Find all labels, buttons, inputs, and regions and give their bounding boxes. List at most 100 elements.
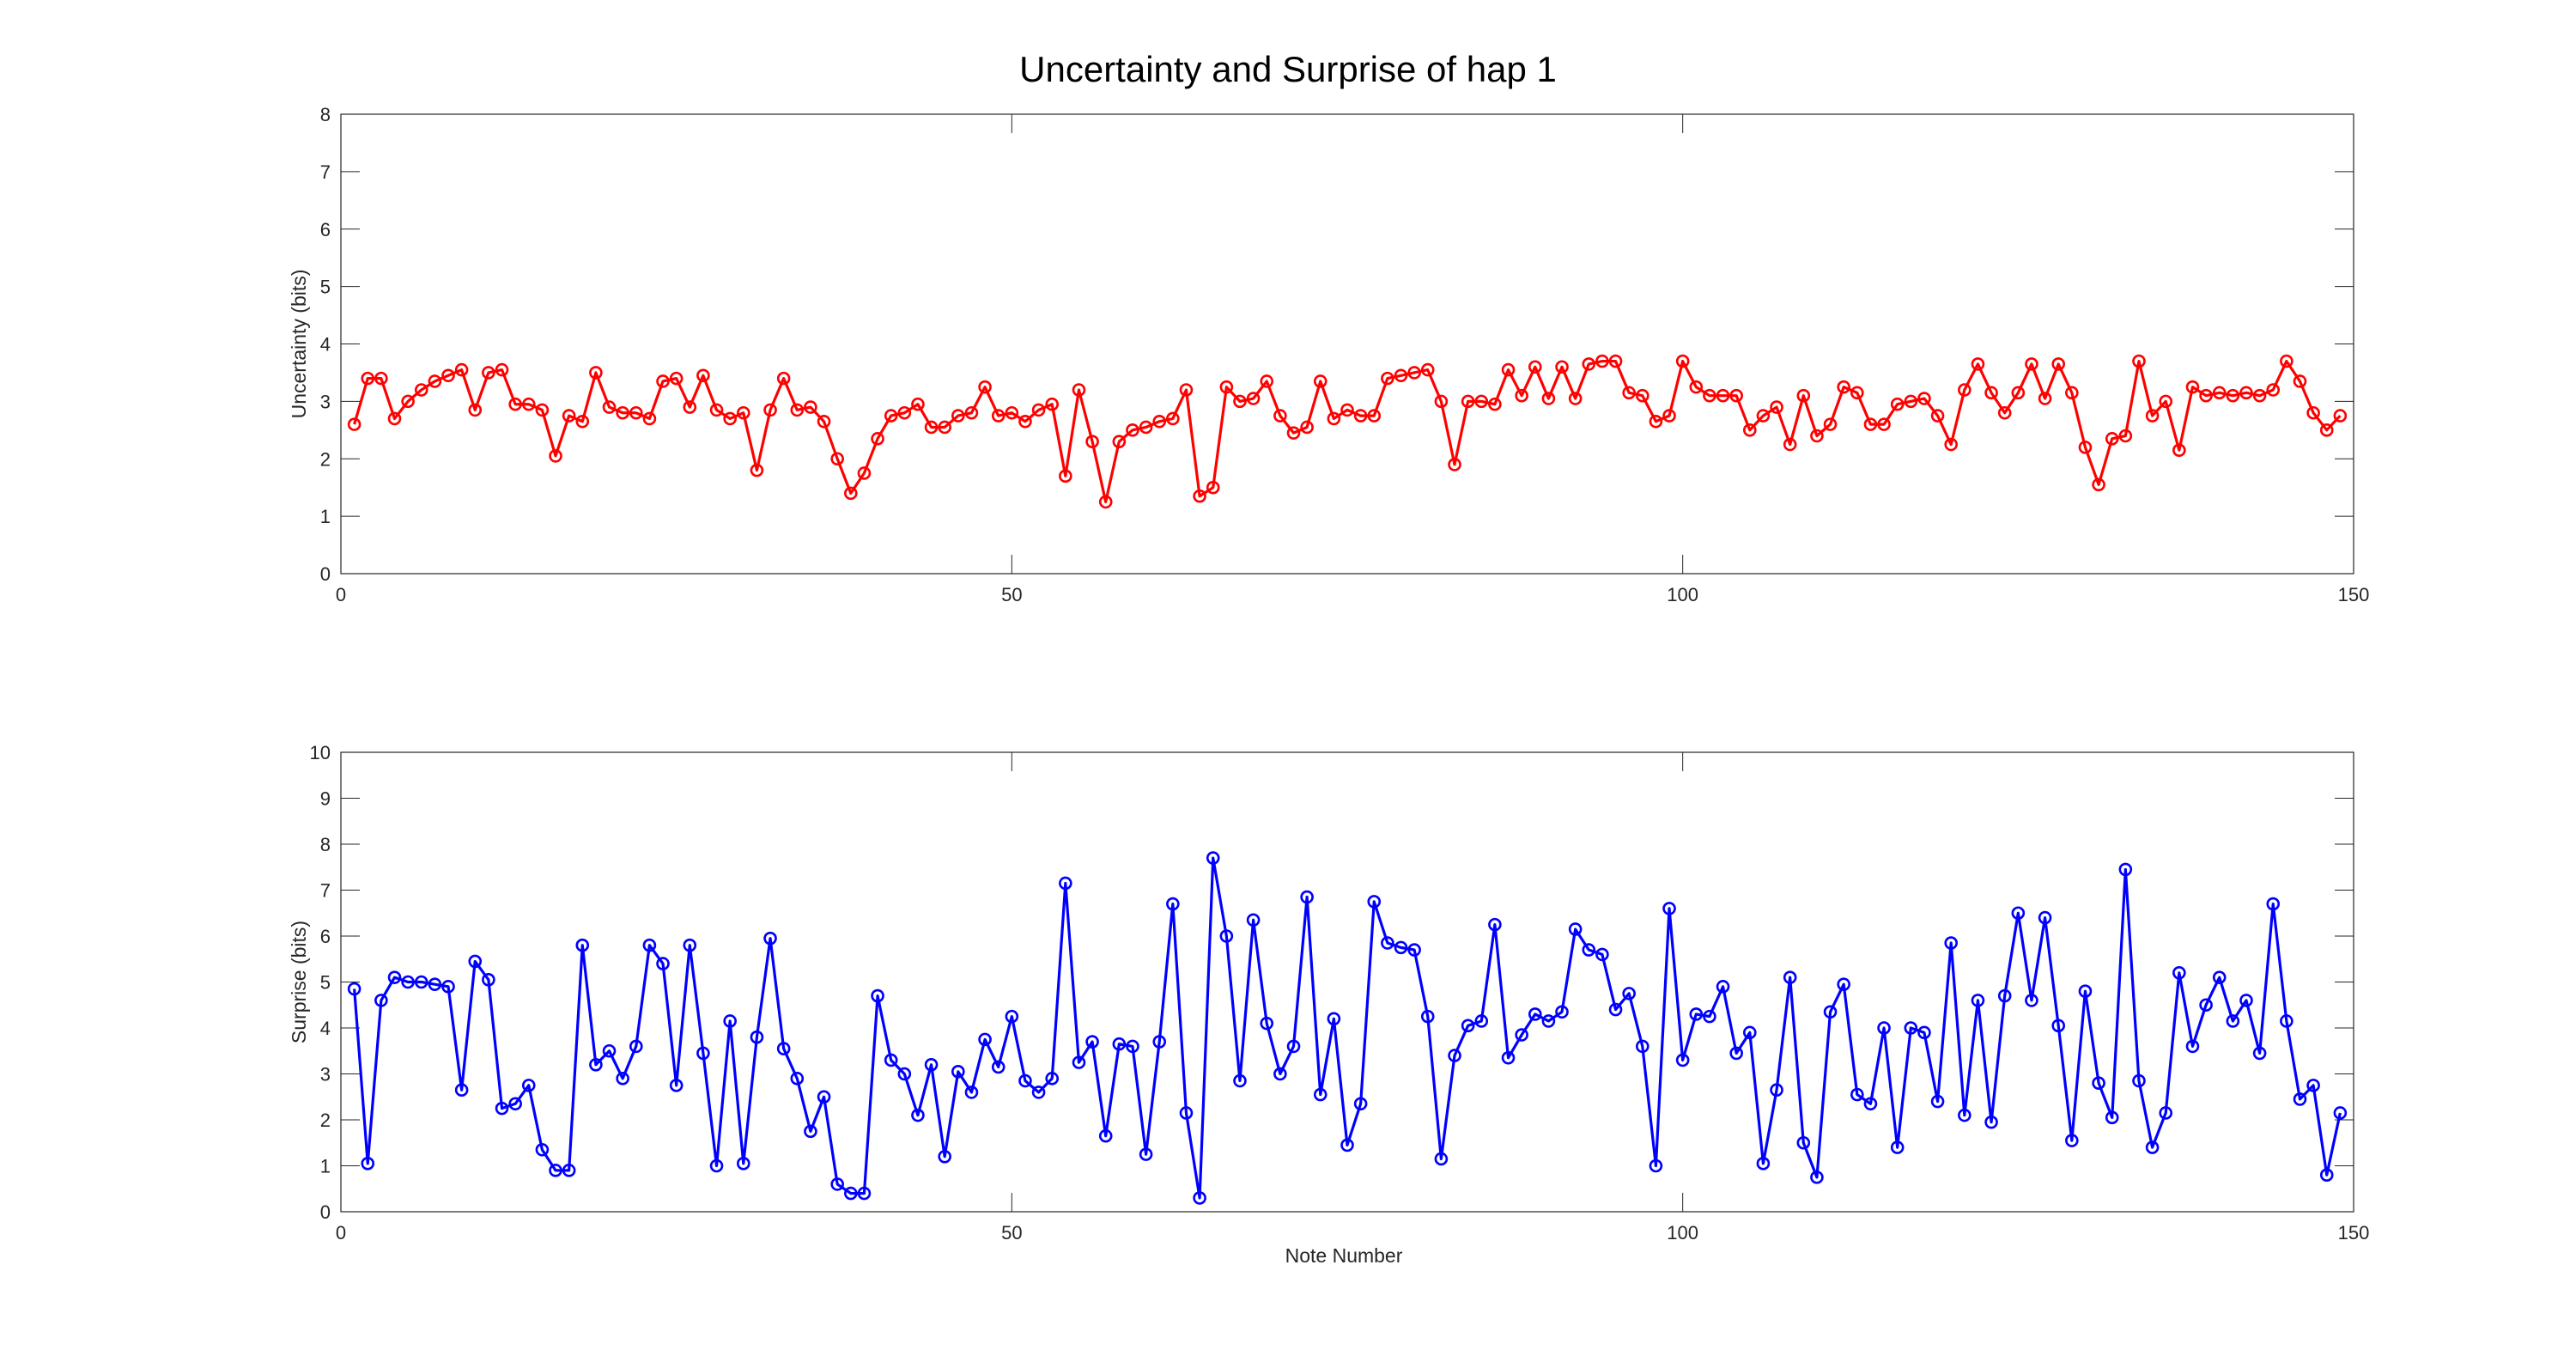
data-point xyxy=(2038,392,2052,405)
data-point xyxy=(1488,397,1502,411)
y-tick-label: 4 xyxy=(320,334,331,356)
data-point xyxy=(991,1060,1005,1074)
data-point xyxy=(1286,426,1301,440)
data-point xyxy=(2333,409,2348,423)
data-point xyxy=(1568,922,1583,936)
data-point xyxy=(776,1042,791,1055)
data-point xyxy=(616,405,629,420)
data-point xyxy=(1367,895,1382,909)
data-point xyxy=(1260,1016,1274,1031)
data-point xyxy=(1810,429,1824,443)
y-tick-label: 0 xyxy=(320,1201,331,1223)
data-point xyxy=(1219,929,1234,943)
data-point xyxy=(991,409,1005,423)
data-point xyxy=(1072,383,1086,397)
data-point xyxy=(2306,405,2320,420)
data-point xyxy=(723,411,737,426)
data-point xyxy=(1528,360,1542,374)
data-point xyxy=(1743,423,1757,437)
data-point xyxy=(1515,1028,1528,1042)
data-point xyxy=(2185,380,2200,394)
data-point xyxy=(374,994,388,1007)
x-tick-label: 50 xyxy=(1001,584,1022,605)
data-point xyxy=(642,938,657,952)
series-line xyxy=(353,359,2342,504)
y-tick-label: 10 xyxy=(310,742,331,763)
data-point xyxy=(1528,1007,1542,1021)
data-point xyxy=(1904,394,1918,409)
data-point xyxy=(1541,392,1556,405)
y-tick-label: 5 xyxy=(320,277,331,298)
data-point xyxy=(1662,409,1676,423)
data-point xyxy=(508,1097,522,1111)
data-point xyxy=(1474,1014,1489,1028)
data-point xyxy=(1675,354,1690,368)
data-point xyxy=(1756,1157,1771,1171)
data-point xyxy=(776,371,791,386)
data-point xyxy=(2025,994,2038,1007)
data-point xyxy=(2199,388,2213,403)
data-point xyxy=(1353,409,1368,423)
data-point xyxy=(1608,1002,1623,1017)
data-point xyxy=(924,420,939,435)
data-point xyxy=(1863,1097,1878,1111)
data-point xyxy=(1300,890,1314,904)
data-point xyxy=(2266,897,2281,911)
data-point xyxy=(468,954,483,969)
y-tick-label: 1 xyxy=(320,1156,331,1177)
data-point xyxy=(1045,397,1060,411)
data-point xyxy=(669,371,683,386)
data-point xyxy=(1743,1025,1757,1040)
data-point xyxy=(1823,417,1838,431)
data-point xyxy=(1461,394,1475,409)
plot-area-frame xyxy=(340,113,2354,575)
data-point xyxy=(1434,394,1449,409)
data-point xyxy=(1783,970,1797,984)
data-point xyxy=(1448,458,1461,471)
data-point xyxy=(1890,397,1905,411)
data-point xyxy=(414,383,428,397)
data-point xyxy=(1930,1094,1945,1109)
data-point xyxy=(1675,1053,1690,1067)
data-point xyxy=(2226,1014,2240,1028)
data-point xyxy=(575,414,590,429)
data-point xyxy=(2226,388,2240,403)
data-point xyxy=(1407,943,1421,957)
data-point xyxy=(441,980,455,994)
data-point xyxy=(2293,374,2307,388)
data-point xyxy=(709,1158,724,1173)
y-tick-label: 2 xyxy=(320,448,331,470)
data-point xyxy=(736,405,750,420)
data-point xyxy=(1716,980,1730,994)
data-point xyxy=(1971,994,1985,1007)
series-line xyxy=(353,856,2342,1200)
data-point xyxy=(1582,943,1596,957)
data-point xyxy=(2239,386,2253,400)
data-point xyxy=(709,403,724,417)
data-point xyxy=(871,432,884,446)
data-point xyxy=(1448,1049,1461,1062)
data-point xyxy=(1420,1009,1435,1024)
data-point xyxy=(790,1072,805,1085)
y-tick-label: 3 xyxy=(320,1064,331,1085)
data-point xyxy=(2333,1106,2348,1120)
data-point xyxy=(1434,1152,1449,1166)
data-point xyxy=(723,1014,737,1028)
x-tick-label: 0 xyxy=(336,1222,346,1244)
data-point xyxy=(1501,362,1516,377)
data-point xyxy=(736,1157,750,1171)
data-point xyxy=(1461,1019,1475,1033)
y-tick-label: 8 xyxy=(320,104,331,125)
data-point xyxy=(844,486,858,501)
data-point xyxy=(347,417,361,431)
data-point xyxy=(2145,1140,2160,1154)
data-point xyxy=(1796,1135,1811,1150)
data-point xyxy=(911,1108,925,1122)
data-point xyxy=(549,1164,562,1177)
data-point xyxy=(897,405,912,420)
data-point xyxy=(1796,388,1811,403)
data-point xyxy=(2172,966,2186,980)
data-point xyxy=(1126,423,1139,437)
data-point xyxy=(1635,388,1649,403)
x-tick-label: 150 xyxy=(2338,584,2370,605)
